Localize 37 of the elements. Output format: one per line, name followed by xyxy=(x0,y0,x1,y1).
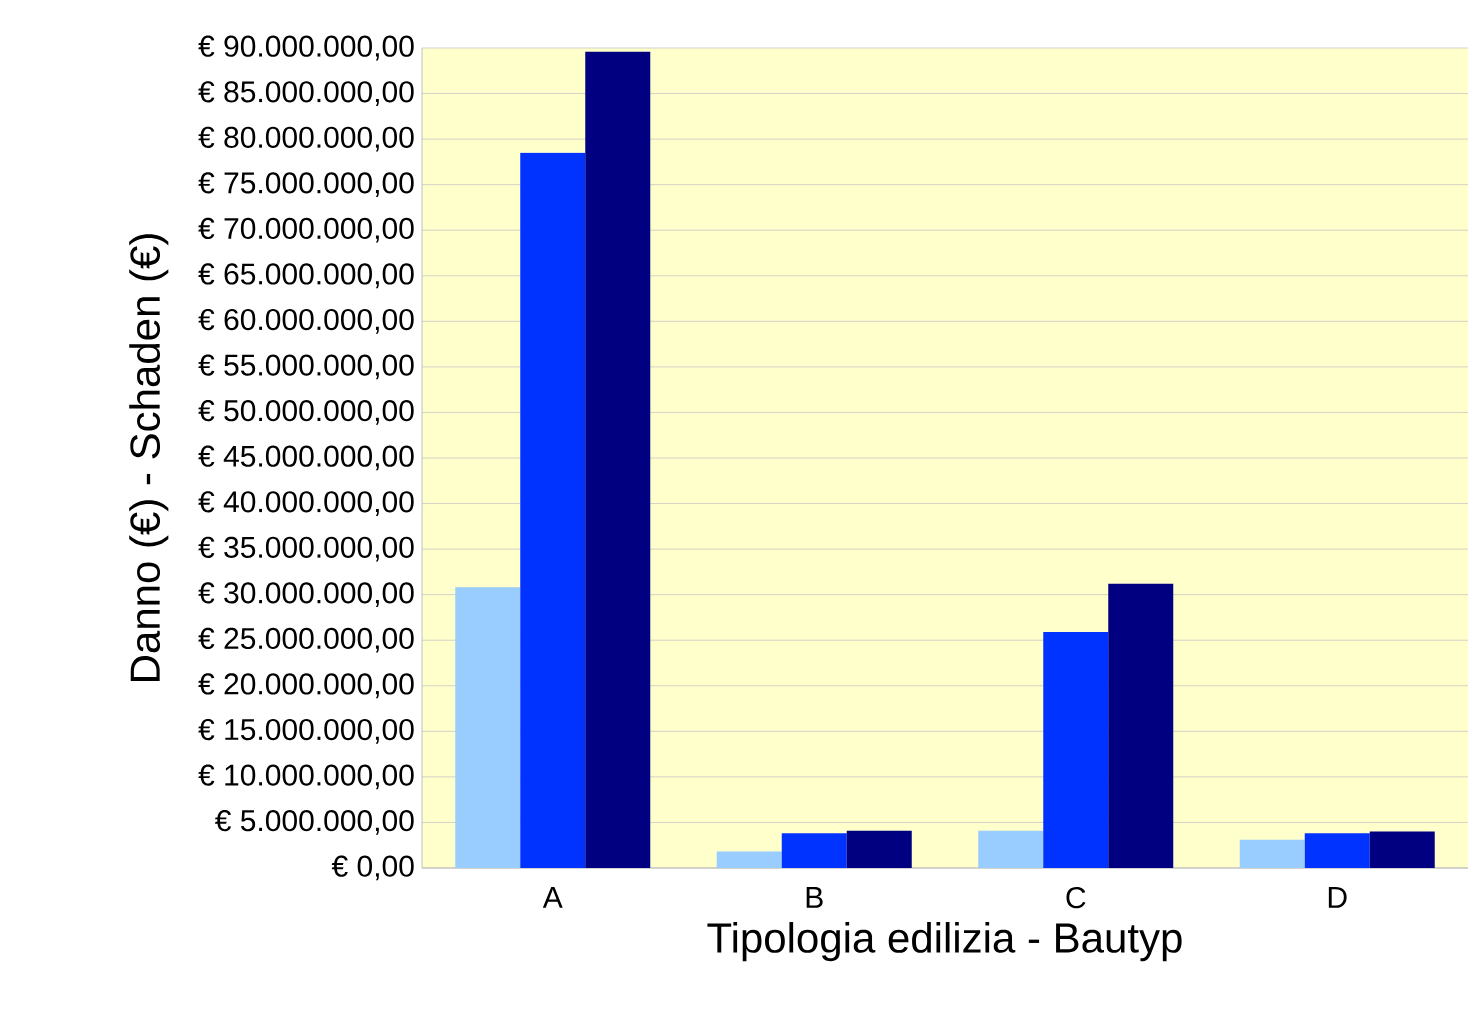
y-tick-label: € 90.000.000,00 xyxy=(198,35,414,61)
x-axis-title: Tipologia edilizia - Bautyp xyxy=(707,922,1182,962)
y-tick-label: € 40.000.000,00 xyxy=(198,491,414,516)
y-tick-label: € 70.000.000,00 xyxy=(198,217,414,243)
bar xyxy=(1304,833,1370,868)
bar xyxy=(455,587,521,868)
y-tick-label: € 50.000.000,00 xyxy=(198,400,414,425)
y-tick-label: € 60.000.000,00 xyxy=(198,308,414,334)
y-tick-label: € 80.000.000,00 xyxy=(198,126,414,152)
bar xyxy=(781,833,847,868)
y-tick-label: € 85.000.000,00 xyxy=(198,81,414,106)
y-tick-label: € 20.000.000,00 xyxy=(198,673,414,699)
y-axis-title: Danno (€) - Schaden (€) xyxy=(129,234,169,681)
y-tick-label: € 55.000.000,00 xyxy=(198,354,414,380)
y-tick-label: € 15.000.000,00 xyxy=(198,718,414,744)
bar xyxy=(585,51,651,868)
bar xyxy=(846,830,912,868)
bar xyxy=(1239,839,1305,868)
x-tick-label: A xyxy=(542,887,563,908)
bar xyxy=(1108,583,1174,868)
bar xyxy=(978,830,1044,868)
bar xyxy=(1369,831,1435,868)
y-tick-label: € 10.000.000,00 xyxy=(198,764,414,790)
bar xyxy=(520,152,586,868)
y-tick-label: € 75.000.000,00 xyxy=(198,172,414,198)
y-tick-label: € 5.000.000,00 xyxy=(214,810,414,835)
x-tick-label: D xyxy=(1328,887,1347,908)
bar xyxy=(1043,632,1109,868)
y-tick-label: € 35.000.000,00 xyxy=(198,536,414,562)
x-tick-label: B xyxy=(806,887,823,908)
y-tick-label: € 30.000.000,00 xyxy=(198,582,414,608)
y-tick-label: € 25.000.000,00 xyxy=(198,627,414,653)
bar xyxy=(716,851,782,868)
y-tick-label: € 0,00 xyxy=(331,855,414,881)
y-tick-label: € 45.000.000,00 xyxy=(198,445,414,471)
y-tick-label: € 65.000.000,00 xyxy=(198,263,414,289)
x-tick-label: C xyxy=(1066,887,1086,909)
